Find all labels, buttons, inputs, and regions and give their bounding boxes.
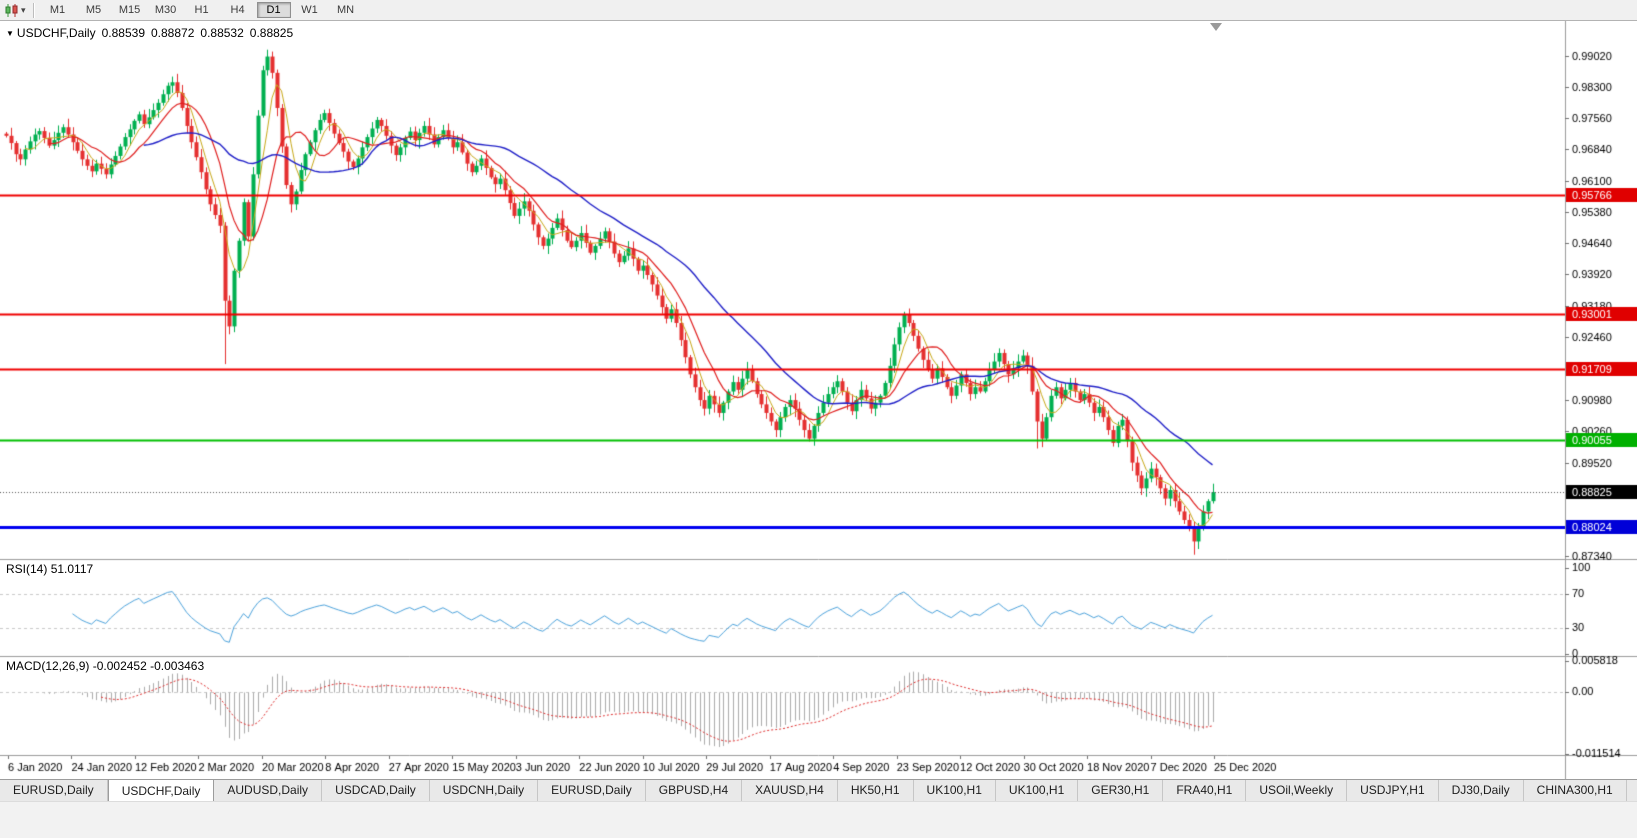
close-value: 0.88825 [249, 26, 294, 40]
chart-tabs-bar: EURUSD,Daily USDCHF,Daily AUDUSD,Daily USDC… [0, 779, 1637, 801]
macd-indicator-label: MACD(12,26,9) -0.002452 -0.003463 [4, 659, 207, 673]
low-value: 0.88532 [200, 26, 244, 40]
chart-tab-usdcnh-daily[interactable]: USDCNH,Daily [430, 780, 539, 801]
timeframe-button-h4[interactable]: H4 [230, 4, 245, 16]
timeframe-button-h1[interactable]: H1 [194, 4, 209, 16]
timeframe-button-w1[interactable]: W1 [301, 4, 318, 16]
chart-tab-audusd-daily[interactable]: AUDUSD,Daily [214, 780, 323, 801]
timeframe-button-m5[interactable]: M5 [85, 4, 102, 16]
chart-tab-usoil-weekly[interactable]: USOil,Weekly [1246, 780, 1348, 801]
timeframe-button-d1[interactable]: D1 [256, 2, 291, 18]
timeframe-button-mn[interactable]: MN [336, 4, 355, 16]
chart-tab-eurusd-daily[interactable]: EURUSD,Daily [538, 780, 646, 801]
chart-tab-china300-h1[interactable]: CHINA300,H1 [1524, 780, 1627, 801]
macd-current-values: -0.002452 -0.003463 [92, 659, 205, 673]
toolbar-separator [32, 2, 35, 18]
symbol-dropdown-icon[interactable]: ▼ [6, 29, 14, 38]
chart-tab-hk50-h1[interactable]: HK50,H1 [838, 780, 914, 801]
chart-tab-eurusd-daily[interactable]: EURUSD,Daily [0, 780, 108, 801]
chart-tab-ger30-h1[interactable]: GER30,H1 [1078, 780, 1164, 801]
macd-name: MACD(12,26,9) [6, 659, 90, 673]
chart-type-dropdown-icon[interactable]: ▾ [21, 4, 26, 15]
chart-tab-usoil[interactable]: USOil, [1627, 780, 1637, 801]
status-bar [0, 801, 1637, 838]
chart-tab-uk100-h1[interactable]: UK100,H1 [996, 780, 1079, 801]
timeframe-button-m30[interactable]: M30 [154, 4, 177, 16]
chart-tab-gbpusd-h4[interactable]: GBPUSD,H4 [646, 780, 743, 801]
rsi-indicator-label: RSI(14) 51.0117 [4, 562, 96, 576]
chart-tab-usdjpy-h1[interactable]: USDJPY,H1 [1347, 780, 1439, 801]
rsi-name: RSI(14) [6, 562, 48, 576]
chart-shift-marker-icon[interactable] [1210, 23, 1222, 31]
timeframe-button-group: M1 M5 M15 M30 H1 H4 D1 W1 MN [40, 2, 364, 18]
price-chart-canvas[interactable] [0, 21, 1637, 779]
open-value: 0.88539 [101, 26, 145, 40]
rsi-current-value: 51.0117 [50, 562, 94, 576]
chart-tab-fra40-h1[interactable]: FRA40,H1 [1163, 780, 1247, 801]
chart-tab-usdchf-daily[interactable]: USDCHF,Daily [107, 779, 215, 801]
high-value: 0.88872 [151, 26, 195, 40]
chart-tab-usdcad-daily[interactable]: USDCAD,Daily [322, 780, 430, 801]
symbol-timeframe-label: USDCHF,Daily [16, 26, 96, 40]
chart-ohlc-title: ▼ USDCHF,Daily 0.88539 0.88872 0.88532 0.8882… [6, 26, 293, 40]
chart-tab-dj30-daily[interactable]: DJ30,Daily [1439, 780, 1524, 801]
chart-window: ▼ USDCHF,Daily 0.88539 0.88872 0.88532 0.8882… [0, 21, 1637, 779]
candlestick-chart-glyph [5, 3, 18, 17]
chart-tab-uk100-h1[interactable]: UK100,H1 [914, 780, 996, 801]
timeframe-button-m15[interactable]: M15 [118, 4, 141, 16]
chart-tab-xauusd-h4[interactable]: XAUUSD,H4 [742, 780, 838, 801]
timeframe-button-m1[interactable]: M1 [49, 4, 66, 16]
top-toolbar: ▾ M1 M5 M15 M30 H1 H4 D1 W1 MN [0, 0, 1637, 21]
chart-type-icon[interactable] [3, 3, 21, 18]
